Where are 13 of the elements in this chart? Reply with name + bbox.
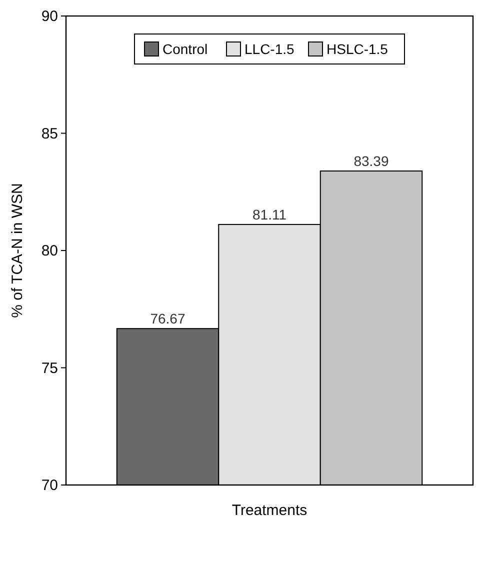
y-axis-title: % of TCA-N in WSN	[9, 183, 26, 318]
data-label: 76.67	[150, 310, 186, 327]
y-tick-label: 85	[41, 125, 58, 142]
y-tick-label: 75	[41, 360, 58, 377]
y-tick-label: 90	[41, 8, 58, 25]
legend-label: HSLC-1.5	[326, 41, 388, 57]
data-label: 83.39	[354, 153, 389, 170]
legend-label: LLC-1.5	[244, 41, 295, 57]
data-label: 81.11	[252, 206, 287, 222]
y-tick-label: 80	[41, 242, 58, 260]
x-axis-title: Treatments	[232, 502, 308, 519]
legend-label: Control	[162, 41, 208, 57]
y-tick-label: 70	[41, 477, 58, 494]
